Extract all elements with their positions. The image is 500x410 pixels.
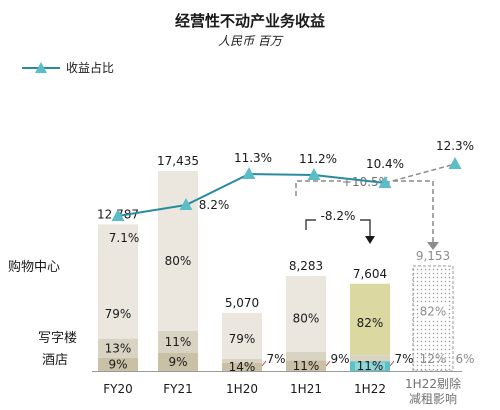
bar-group: 7,604 82% 11% 7% 1H22 (350, 267, 414, 396)
x-tick-label: 1H20 (226, 382, 258, 396)
bar-group: 12,78779%9%13%FY20 (97, 207, 139, 396)
bar-segment-hotel (158, 353, 198, 371)
bar-segment-label: 11% (165, 335, 192, 349)
bar-segment-hotel (222, 362, 262, 371)
bar-segment-label: 14% (229, 360, 256, 374)
ratio-marker (111, 209, 125, 221)
bar-segment-label: 7% (266, 352, 285, 366)
bar-total-label: 5,070 (225, 296, 259, 310)
ratio-label: 10.4% (366, 157, 404, 171)
bar-segment-label: 12% (420, 352, 447, 366)
bar-segment-office (98, 338, 138, 358)
bar-segment-label: 13% (105, 341, 132, 355)
ratio-marker (307, 168, 321, 180)
legend-marker (35, 62, 47, 73)
ratio-label: 7.1% (109, 231, 140, 245)
decline-label: -8.2% (321, 209, 356, 223)
ratio-line: 7.1% 8.2% 11.3% 11.2% 10.4% 12.3% (109, 139, 474, 245)
bar-segment-mall (158, 171, 198, 332)
bar-group: 17,435 80% 9% 11% FY21 (157, 154, 199, 396)
legend: 收益占比 (22, 60, 114, 75)
row-label-hotel: 酒店 (42, 353, 68, 368)
bar-label-bg (355, 362, 385, 370)
ratio-label: 11.3% (234, 151, 272, 165)
bar-segment-office (158, 331, 198, 354)
ratio-line-projection (384, 163, 456, 184)
bar-segment-label: 11% (293, 359, 320, 373)
bar-segment-label: 80% (165, 254, 192, 268)
chart-subtitle: 人民币 百万 (218, 34, 284, 48)
ratio-label: 11.2% (299, 152, 337, 166)
x-tick-label: 1H22剔除 (405, 376, 461, 391)
bar-segment-office (350, 355, 390, 362)
bar-segment-label: 82% (357, 316, 384, 330)
bar-segment-label: 11% (357, 359, 384, 373)
bar-segment-label: 80% (293, 312, 320, 326)
bar-segment-mall (350, 283, 390, 356)
bar-segment-office (222, 358, 262, 363)
bar-segment-label: 79% (105, 307, 132, 321)
bar-segment-mall (98, 224, 138, 339)
ratio-marker (179, 198, 193, 210)
x-tick-label: 1H22 (354, 382, 386, 396)
bar-total-label: 7,604 (353, 267, 387, 281)
x-tick-label: 减租影响 (409, 391, 457, 406)
bar-leader-line (389, 360, 395, 367)
legend-label: 收益占比 (66, 60, 114, 75)
bar-total-label: 17,435 (157, 154, 199, 168)
ratio-marker (242, 167, 256, 179)
x-tick-label: FY20 (103, 382, 133, 396)
ratio-label: 12.3% (436, 139, 474, 153)
bar-segment-mall (222, 312, 262, 359)
bar-total-label: 9,153 (416, 249, 450, 263)
bar-segment-label: 6% (455, 352, 474, 366)
ratio-marker (378, 176, 392, 188)
bars: 12,78779%9%13%FY2017,43580%9%11%FY215,07… (92, 154, 475, 406)
bar-segment-label: 79% (229, 332, 256, 346)
bar-leader-line (261, 360, 267, 367)
bar-segment-mall (286, 275, 326, 352)
bar-segment-hotel (286, 360, 326, 371)
ratio-label: 8.2% (199, 198, 230, 212)
ratio-marker (448, 157, 462, 169)
annotations: +10.5%-8.2% (295, 173, 439, 251)
bar-segment-label: 82% (420, 304, 447, 318)
x-tick-label: FY21 (163, 382, 193, 396)
row-label-office: 写字楼 (38, 331, 77, 346)
bar-group: 8,283 80% 11% 9% 1H21 (286, 259, 350, 396)
bar-ghost (412, 265, 454, 372)
decline-label-bg (316, 208, 360, 224)
decline-arrowhead (365, 236, 375, 244)
bar-segment-label: 9% (330, 352, 349, 366)
bar-total-label: 8,283 (289, 259, 323, 273)
growth-arrowhead (427, 242, 439, 251)
row-label-mall: 购物中心 (8, 259, 60, 275)
bar-segment-label: 7% (394, 352, 413, 366)
bar-segment-label: 9% (168, 355, 187, 369)
bar-segment-hotel (98, 357, 138, 371)
bar-leader-line (325, 360, 331, 367)
bar-label-bg (420, 304, 446, 319)
x-tick-label: 1H21 (290, 382, 322, 396)
chart-title: 经营性不动产业务收益 (175, 12, 325, 30)
bar-segment-office (286, 351, 326, 361)
bar-group: 5,070 79% 14% 7% 1H20 (222, 296, 286, 396)
bar-segment-label: 9% (108, 357, 127, 371)
